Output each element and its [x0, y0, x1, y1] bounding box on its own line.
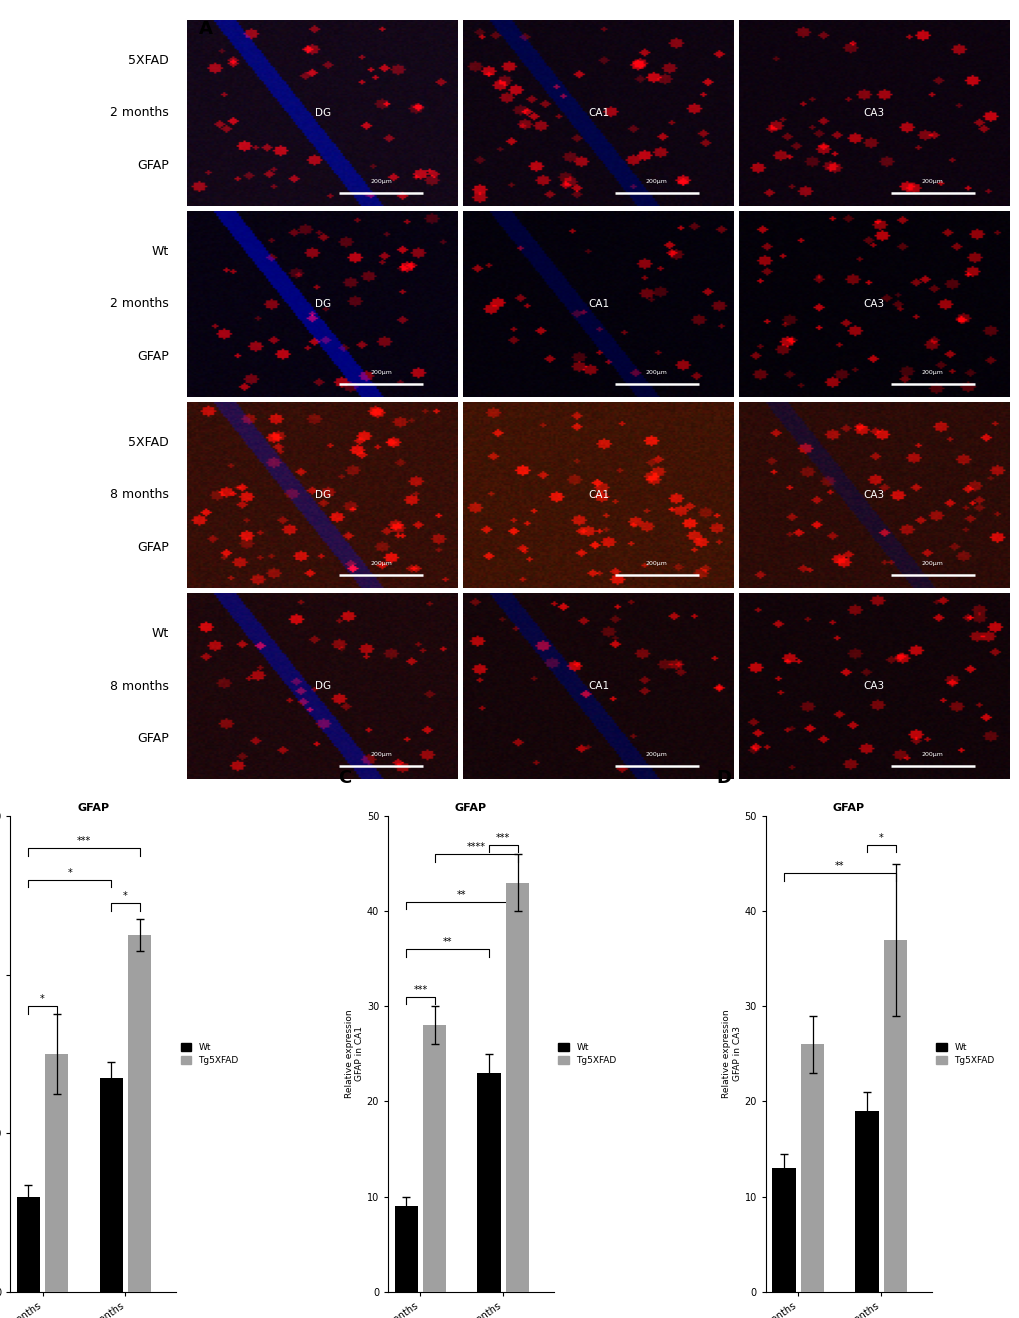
Text: ***: ***: [496, 833, 510, 842]
Text: 200μm: 200μm: [921, 560, 943, 565]
Bar: [423, 1025, 446, 1292]
Text: ***: ***: [413, 985, 427, 995]
Title: GFAP: GFAP: [454, 803, 487, 813]
Legend: Wt, Tg5XFAD: Wt, Tg5XFAD: [935, 1043, 994, 1065]
Title: GFAP: GFAP: [832, 803, 864, 813]
Text: DG: DG: [315, 299, 330, 308]
Text: *: *: [123, 891, 127, 902]
Text: D: D: [715, 768, 731, 787]
Text: 200μm: 200μm: [370, 560, 391, 565]
Bar: [771, 1168, 795, 1292]
Bar: [128, 934, 151, 1292]
Text: 200μm: 200μm: [921, 370, 943, 374]
Text: Wt: Wt: [152, 627, 168, 641]
Text: 8 months: 8 months: [110, 489, 168, 501]
Text: 5XFAD: 5XFAD: [127, 436, 168, 449]
Text: 8 months: 8 months: [110, 680, 168, 692]
Text: 200μm: 200μm: [370, 751, 391, 757]
Text: DG: DG: [315, 108, 330, 117]
Bar: [883, 940, 906, 1292]
Bar: [477, 1073, 500, 1292]
Text: **: **: [442, 937, 452, 948]
Text: GFAP: GFAP: [137, 158, 168, 171]
Bar: [394, 1206, 418, 1292]
Text: 200μm: 200μm: [645, 370, 667, 374]
Bar: [505, 883, 529, 1292]
Text: C: C: [338, 768, 352, 787]
Legend: Wt, Tg5XFAD: Wt, Tg5XFAD: [557, 1043, 616, 1065]
Text: 5XFAD: 5XFAD: [127, 54, 168, 67]
Text: 2 months: 2 months: [110, 107, 168, 120]
Text: CA3: CA3: [863, 299, 884, 308]
Bar: [800, 1044, 823, 1292]
Text: 2 months: 2 months: [110, 298, 168, 311]
Text: 200μm: 200μm: [370, 179, 391, 183]
Text: CA3: CA3: [863, 681, 884, 691]
Bar: [16, 1197, 40, 1292]
Text: GFAP: GFAP: [137, 349, 168, 362]
Bar: [100, 1078, 122, 1292]
Legend: Wt, Tg5XFAD: Wt, Tg5XFAD: [180, 1043, 238, 1065]
Bar: [855, 1111, 877, 1292]
Title: GFAP: GFAP: [77, 803, 109, 813]
Text: DG: DG: [315, 490, 330, 500]
Text: **: **: [835, 862, 844, 871]
Text: *: *: [67, 867, 72, 878]
Text: *: *: [878, 833, 882, 842]
Text: CA3: CA3: [863, 490, 884, 500]
Bar: [45, 1054, 68, 1292]
Text: 200μm: 200μm: [921, 179, 943, 183]
Text: ***: ***: [76, 836, 91, 846]
Text: 200μm: 200μm: [370, 370, 391, 374]
Text: CA1: CA1: [588, 681, 608, 691]
Text: GFAP: GFAP: [137, 540, 168, 554]
Text: 200μm: 200μm: [645, 179, 667, 183]
Text: CA1: CA1: [588, 108, 608, 117]
Text: DG: DG: [315, 681, 330, 691]
Text: Wt: Wt: [152, 245, 168, 258]
Y-axis label: Relative expression
GFAP in CA3: Relative expression GFAP in CA3: [721, 1010, 741, 1098]
Y-axis label: Relative expression
GFAP in CA1: Relative expression GFAP in CA1: [344, 1010, 364, 1098]
Text: 200μm: 200μm: [645, 560, 667, 565]
Text: CA1: CA1: [588, 490, 608, 500]
Text: 200μm: 200μm: [921, 751, 943, 757]
Text: **: **: [457, 890, 467, 900]
Text: A: A: [199, 20, 213, 38]
Text: 200μm: 200μm: [645, 751, 667, 757]
Text: *: *: [40, 995, 45, 1004]
Text: GFAP: GFAP: [137, 731, 168, 745]
Text: CA3: CA3: [863, 108, 884, 117]
Text: ****: ****: [467, 842, 485, 853]
Text: CA1: CA1: [588, 299, 608, 308]
